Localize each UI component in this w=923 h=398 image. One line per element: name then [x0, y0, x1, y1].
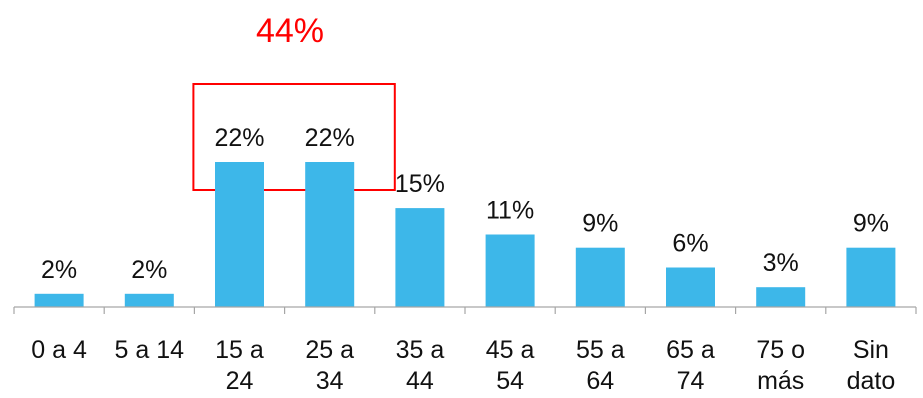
- bar: [575, 247, 625, 307]
- x-tick-label: 65 a 74: [666, 336, 715, 395]
- x-tick-label: 35 a 44: [396, 336, 445, 395]
- data-label: 15%: [395, 170, 445, 198]
- bar: [395, 208, 445, 307]
- x-tick-label: 45 a 54: [486, 336, 535, 395]
- data-label: 9%: [582, 210, 618, 238]
- bar: [305, 162, 355, 307]
- value-labels: 2% 2% 22% 22% 15% 11% 9% 6% 3% 9%: [41, 124, 889, 284]
- data-label: 6%: [672, 230, 708, 258]
- x-tick-label: 0 a 4: [31, 336, 87, 364]
- bar: [34, 293, 84, 307]
- highlight-box: [192, 83, 396, 191]
- x-tick-label: 5 a 14: [115, 336, 185, 364]
- bar: [215, 162, 264, 307]
- x-tick-label: 25 a 34: [305, 336, 354, 395]
- data-label: 9%: [853, 210, 889, 238]
- highlight-label: 44%: [256, 12, 324, 50]
- data-label: 22%: [214, 124, 264, 152]
- x-tick-label: 75 o más: [756, 336, 805, 395]
- data-label: 2%: [41, 256, 77, 284]
- x-tick-label: 15 a 24: [215, 336, 264, 395]
- x-tick-label: 55 a 64: [576, 336, 625, 395]
- bar: [846, 247, 896, 307]
- bars: [34, 162, 896, 307]
- data-label: 2%: [131, 256, 167, 284]
- x-axis: [13, 306, 917, 314]
- bar: [124, 293, 174, 307]
- data-label: 22%: [305, 124, 355, 152]
- highlight-group: 44%: [192, 12, 396, 191]
- x-tick-label: Sin dato: [847, 336, 896, 395]
- bar: [666, 267, 715, 307]
- bar: [756, 287, 806, 307]
- data-label: 3%: [763, 249, 799, 277]
- bar: [485, 234, 535, 307]
- data-label: 11%: [486, 197, 534, 225]
